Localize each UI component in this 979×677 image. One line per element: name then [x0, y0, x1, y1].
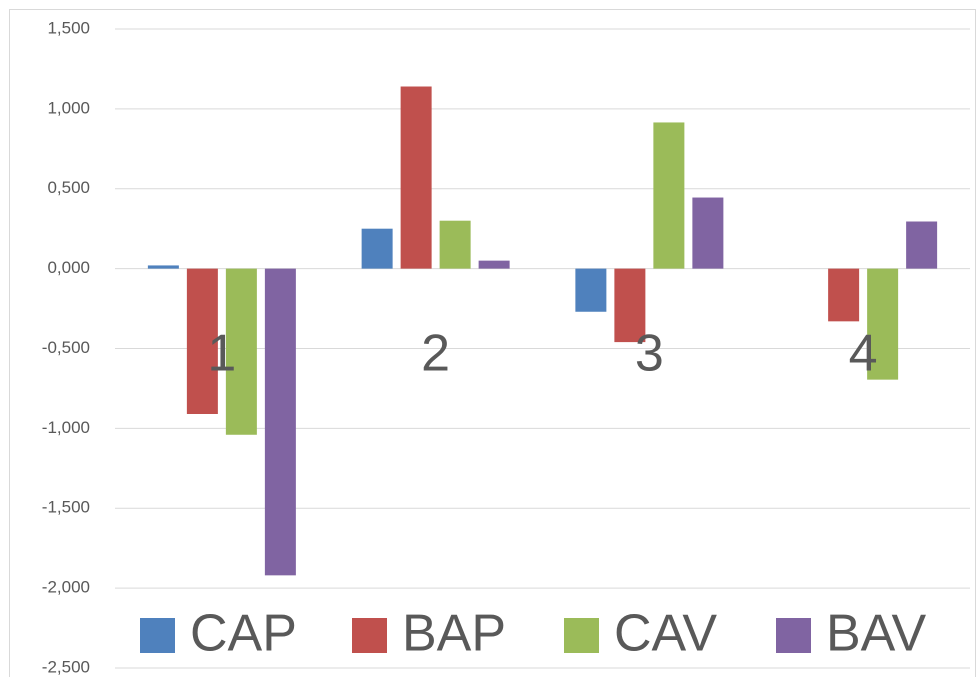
x-tick-label: 3 [635, 325, 664, 383]
x-tick-label: 1 [207, 325, 236, 383]
bar [225, 268, 257, 435]
y-tick-label: 0,500 [47, 178, 90, 197]
bar [575, 268, 607, 312]
legend-swatch [140, 618, 175, 653]
legend-label: BAP [402, 605, 506, 663]
bar [478, 260, 510, 269]
legend-label: CAP [190, 605, 297, 663]
bar [264, 268, 296, 576]
bar [692, 197, 724, 269]
y-tick-label: -0,500 [42, 338, 90, 357]
y-tick-label: 1,500 [47, 18, 90, 37]
bar [400, 86, 432, 269]
chart-border [9, 9, 976, 677]
bar [186, 268, 218, 414]
y-tick-label: -2,000 [42, 578, 90, 597]
bar [439, 220, 471, 269]
legend-label: BAV [826, 605, 927, 663]
bar [653, 122, 685, 269]
y-tick-label: 1,000 [47, 98, 90, 117]
legend-swatch [564, 618, 599, 653]
x-tick-label: 2 [421, 325, 450, 383]
x-tick-label: 4 [849, 325, 878, 383]
bar [828, 268, 860, 322]
bar [867, 268, 899, 380]
y-tick-label: 0,000 [47, 258, 90, 277]
bar [906, 221, 938, 269]
legend-label: CAV [614, 605, 717, 663]
y-tick-label: -1,500 [42, 498, 90, 517]
y-tick-label: -2,500 [42, 657, 90, 676]
bar [147, 265, 179, 269]
bar [361, 228, 393, 269]
legend-swatch [776, 618, 811, 653]
bar [614, 268, 646, 343]
y-tick-label: -1,000 [42, 418, 90, 437]
legend-swatch [352, 618, 387, 653]
